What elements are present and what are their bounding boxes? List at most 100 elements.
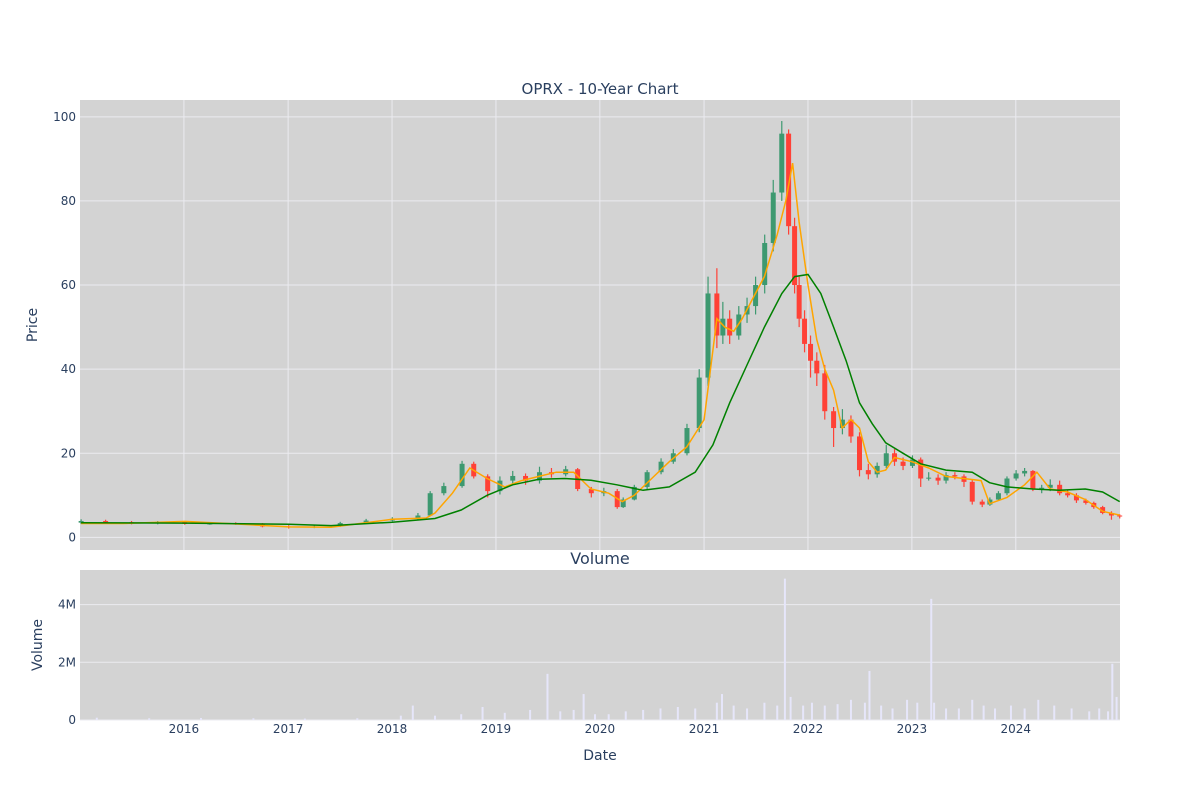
- volume-bar: [776, 705, 779, 720]
- candle: [714, 268, 720, 349]
- candle-body: [952, 475, 958, 477]
- price-candles: [78, 121, 1123, 529]
- candle-body: [1004, 478, 1010, 494]
- volume-bar: [930, 598, 933, 720]
- candle-body: [979, 501, 985, 505]
- volume-y-ticks: 0 2M 4M: [58, 598, 76, 727]
- volume-bar: [503, 712, 506, 720]
- volume-bar: [1115, 696, 1118, 720]
- candle: [802, 310, 808, 353]
- volume-bar: [1070, 708, 1073, 720]
- candle-body: [808, 343, 814, 361]
- candle: [995, 491, 1001, 501]
- candle: [658, 458, 664, 475]
- candle: [943, 472, 949, 484]
- candle-body: [588, 489, 594, 494]
- candle-body: [883, 453, 889, 466]
- candle-body: [874, 465, 880, 475]
- candle-body: [796, 285, 802, 319]
- price-y-tick-label: 100: [53, 110, 76, 124]
- x-tick-label: 2021: [689, 722, 720, 736]
- candle: [874, 462, 880, 478]
- candle-body: [792, 226, 798, 286]
- x-tick-label: 2024: [1001, 722, 1032, 736]
- candle: [1004, 476, 1010, 496]
- volume-bar: [746, 708, 749, 720]
- price-grid: [80, 100, 1120, 550]
- volume-bar: [945, 708, 948, 720]
- volume-y-tick-label: 2M: [58, 655, 76, 669]
- candle-body: [427, 493, 433, 516]
- x-tick-label: 2019: [481, 722, 512, 736]
- x-tick-label: 2018: [377, 722, 408, 736]
- volume-bar: [868, 670, 871, 720]
- volume-bar: [546, 673, 549, 720]
- candle: [497, 476, 503, 495]
- volume-bar: [933, 702, 936, 720]
- volume-bar: [810, 702, 813, 720]
- volume-bar: [582, 694, 585, 720]
- x-tick-label: 2016: [169, 722, 200, 736]
- volume-bar: [676, 707, 679, 720]
- candle-body: [103, 520, 109, 523]
- price-y-axis-title: Price: [25, 308, 41, 342]
- candle: [427, 491, 433, 517]
- candle-body: [995, 493, 1001, 500]
- volume-bar: [460, 714, 463, 720]
- candle: [792, 217, 798, 294]
- volume-bar: [880, 705, 883, 720]
- volume-bar: [715, 702, 718, 720]
- candle: [753, 276, 759, 315]
- x-tick-label: 2023: [897, 722, 928, 736]
- candle: [796, 276, 802, 328]
- candle: [839, 409, 845, 435]
- candle: [814, 352, 820, 386]
- volume-bar: [982, 705, 985, 720]
- volume-bar: [199, 717, 202, 720]
- candle-body: [441, 486, 447, 494]
- x-tick-label: 2020: [585, 722, 616, 736]
- candle-body: [363, 520, 369, 524]
- candle: [762, 234, 768, 294]
- candle-body: [644, 472, 650, 487]
- candle: [865, 463, 871, 480]
- candle-body: [1108, 512, 1114, 516]
- candle-body: [969, 481, 975, 502]
- volume-bar: [356, 718, 359, 720]
- volume-bar: [659, 708, 662, 720]
- candle-body: [762, 242, 768, 286]
- volume-bar: [732, 705, 735, 720]
- candle: [644, 470, 650, 490]
- candle-body: [918, 459, 924, 479]
- volume-plot-background: [80, 570, 1120, 720]
- candle: [779, 121, 785, 201]
- candle: [831, 407, 837, 447]
- candle-body: [415, 515, 421, 519]
- candle: [1057, 480, 1063, 496]
- volume-bar: [802, 705, 805, 720]
- candle-body: [1047, 484, 1053, 488]
- candle-body: [779, 133, 785, 193]
- candle-body: [900, 461, 906, 466]
- candle: [822, 364, 828, 420]
- candle-body: [1083, 500, 1089, 503]
- candle-body: [510, 475, 516, 481]
- candle-body: [753, 285, 759, 307]
- candle: [987, 497, 993, 506]
- candle-body: [822, 373, 828, 412]
- candle-body: [802, 318, 808, 344]
- volume-bar: [1037, 699, 1040, 720]
- candle: [620, 497, 626, 508]
- volume-bar: [434, 715, 437, 720]
- volume-y-tick-label: 0: [68, 713, 76, 727]
- volume-bar: [836, 704, 839, 720]
- candle: [979, 499, 985, 508]
- volume-bar: [720, 694, 723, 720]
- price-y-tick-label: 80: [61, 194, 76, 208]
- candle-body: [926, 477, 932, 479]
- volume-bar: [411, 705, 414, 720]
- volume-bar: [906, 699, 909, 720]
- candle-body: [865, 470, 871, 475]
- price-y-tick-label: 0: [68, 530, 76, 544]
